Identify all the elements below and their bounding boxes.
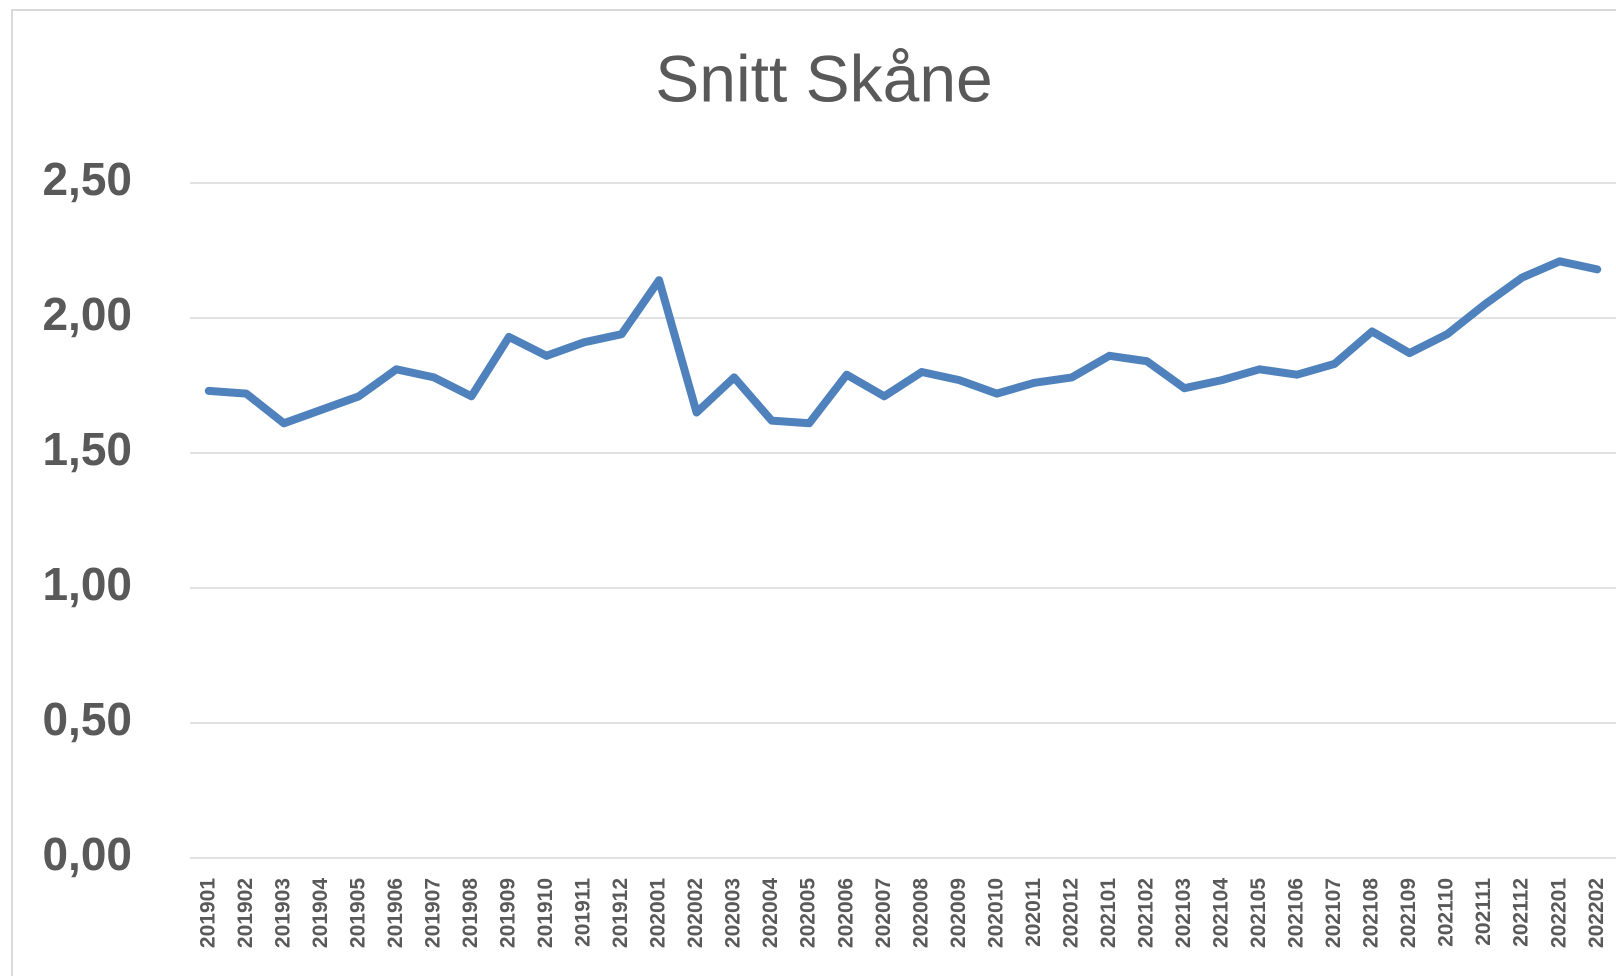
x-tick-label: 202201 bbox=[1547, 878, 1570, 948]
y-tick-label: 2,50 bbox=[42, 153, 132, 205]
x-tick-label: 202004 bbox=[759, 878, 782, 948]
y-tick-label: 0,50 bbox=[42, 693, 132, 745]
x-tick-label: 201911 bbox=[572, 878, 595, 947]
x-tick-label: 201904 bbox=[309, 878, 332, 948]
x-tick-label: 202003 bbox=[722, 878, 745, 948]
y-tick-label: 0,00 bbox=[42, 828, 132, 880]
x-tick-label: 202010 bbox=[984, 878, 1007, 948]
y-tick-label: 1,00 bbox=[42, 558, 132, 610]
x-tick-label: 202102 bbox=[1134, 878, 1157, 948]
x-tick-label: 201909 bbox=[497, 878, 520, 948]
line-series bbox=[204, 257, 1602, 428]
x-tick-label: 202001 bbox=[647, 878, 670, 948]
x-tick-label: 202108 bbox=[1360, 878, 1383, 948]
x-tick-label: 201903 bbox=[271, 878, 294, 948]
x-tick-label: 202012 bbox=[1059, 878, 1082, 948]
x-tick-label: 202202 bbox=[1585, 878, 1608, 948]
x-tick-label: 202008 bbox=[909, 878, 932, 948]
x-tick-label: 202104 bbox=[1210, 878, 1233, 948]
y-tick-label: 2,00 bbox=[42, 288, 132, 340]
x-tick-label: 201901 bbox=[196, 878, 219, 948]
x-tick-label: 202101 bbox=[1097, 878, 1120, 948]
x-tick-label: 202112 bbox=[1510, 878, 1533, 947]
chart-title: Snitt Skåne bbox=[655, 41, 993, 115]
x-tick-label: 202106 bbox=[1285, 878, 1308, 948]
x-tick-label: 202011 bbox=[1022, 878, 1045, 947]
x-tick-label: 202111 bbox=[1472, 878, 1495, 946]
x-tick-label: 202105 bbox=[1247, 878, 1270, 948]
x-tick-label: 202002 bbox=[684, 878, 707, 948]
x-tick-label: 202007 bbox=[872, 878, 895, 948]
x-tick-label: 202103 bbox=[1172, 878, 1195, 948]
chart-frame bbox=[11, 9, 1616, 976]
x-tick-label: 202005 bbox=[797, 878, 820, 948]
y-tick-label: 1,50 bbox=[42, 423, 132, 475]
x-tick-label: 202009 bbox=[947, 878, 970, 948]
x-tick-label: 201910 bbox=[534, 878, 557, 948]
x-tick-label: 202006 bbox=[834, 878, 857, 948]
x-tick-label: 202109 bbox=[1397, 878, 1420, 948]
x-tick-label: 202110 bbox=[1435, 878, 1458, 947]
x-tick-label: 201906 bbox=[384, 878, 407, 948]
x-tick-label: 201902 bbox=[234, 878, 257, 948]
x-tick-label: 201907 bbox=[421, 878, 444, 948]
x-tick-label: 201905 bbox=[346, 878, 369, 948]
x-tick-label: 201908 bbox=[459, 878, 482, 948]
x-tick-label: 201912 bbox=[609, 878, 632, 948]
x-tick-label: 202107 bbox=[1322, 878, 1345, 948]
